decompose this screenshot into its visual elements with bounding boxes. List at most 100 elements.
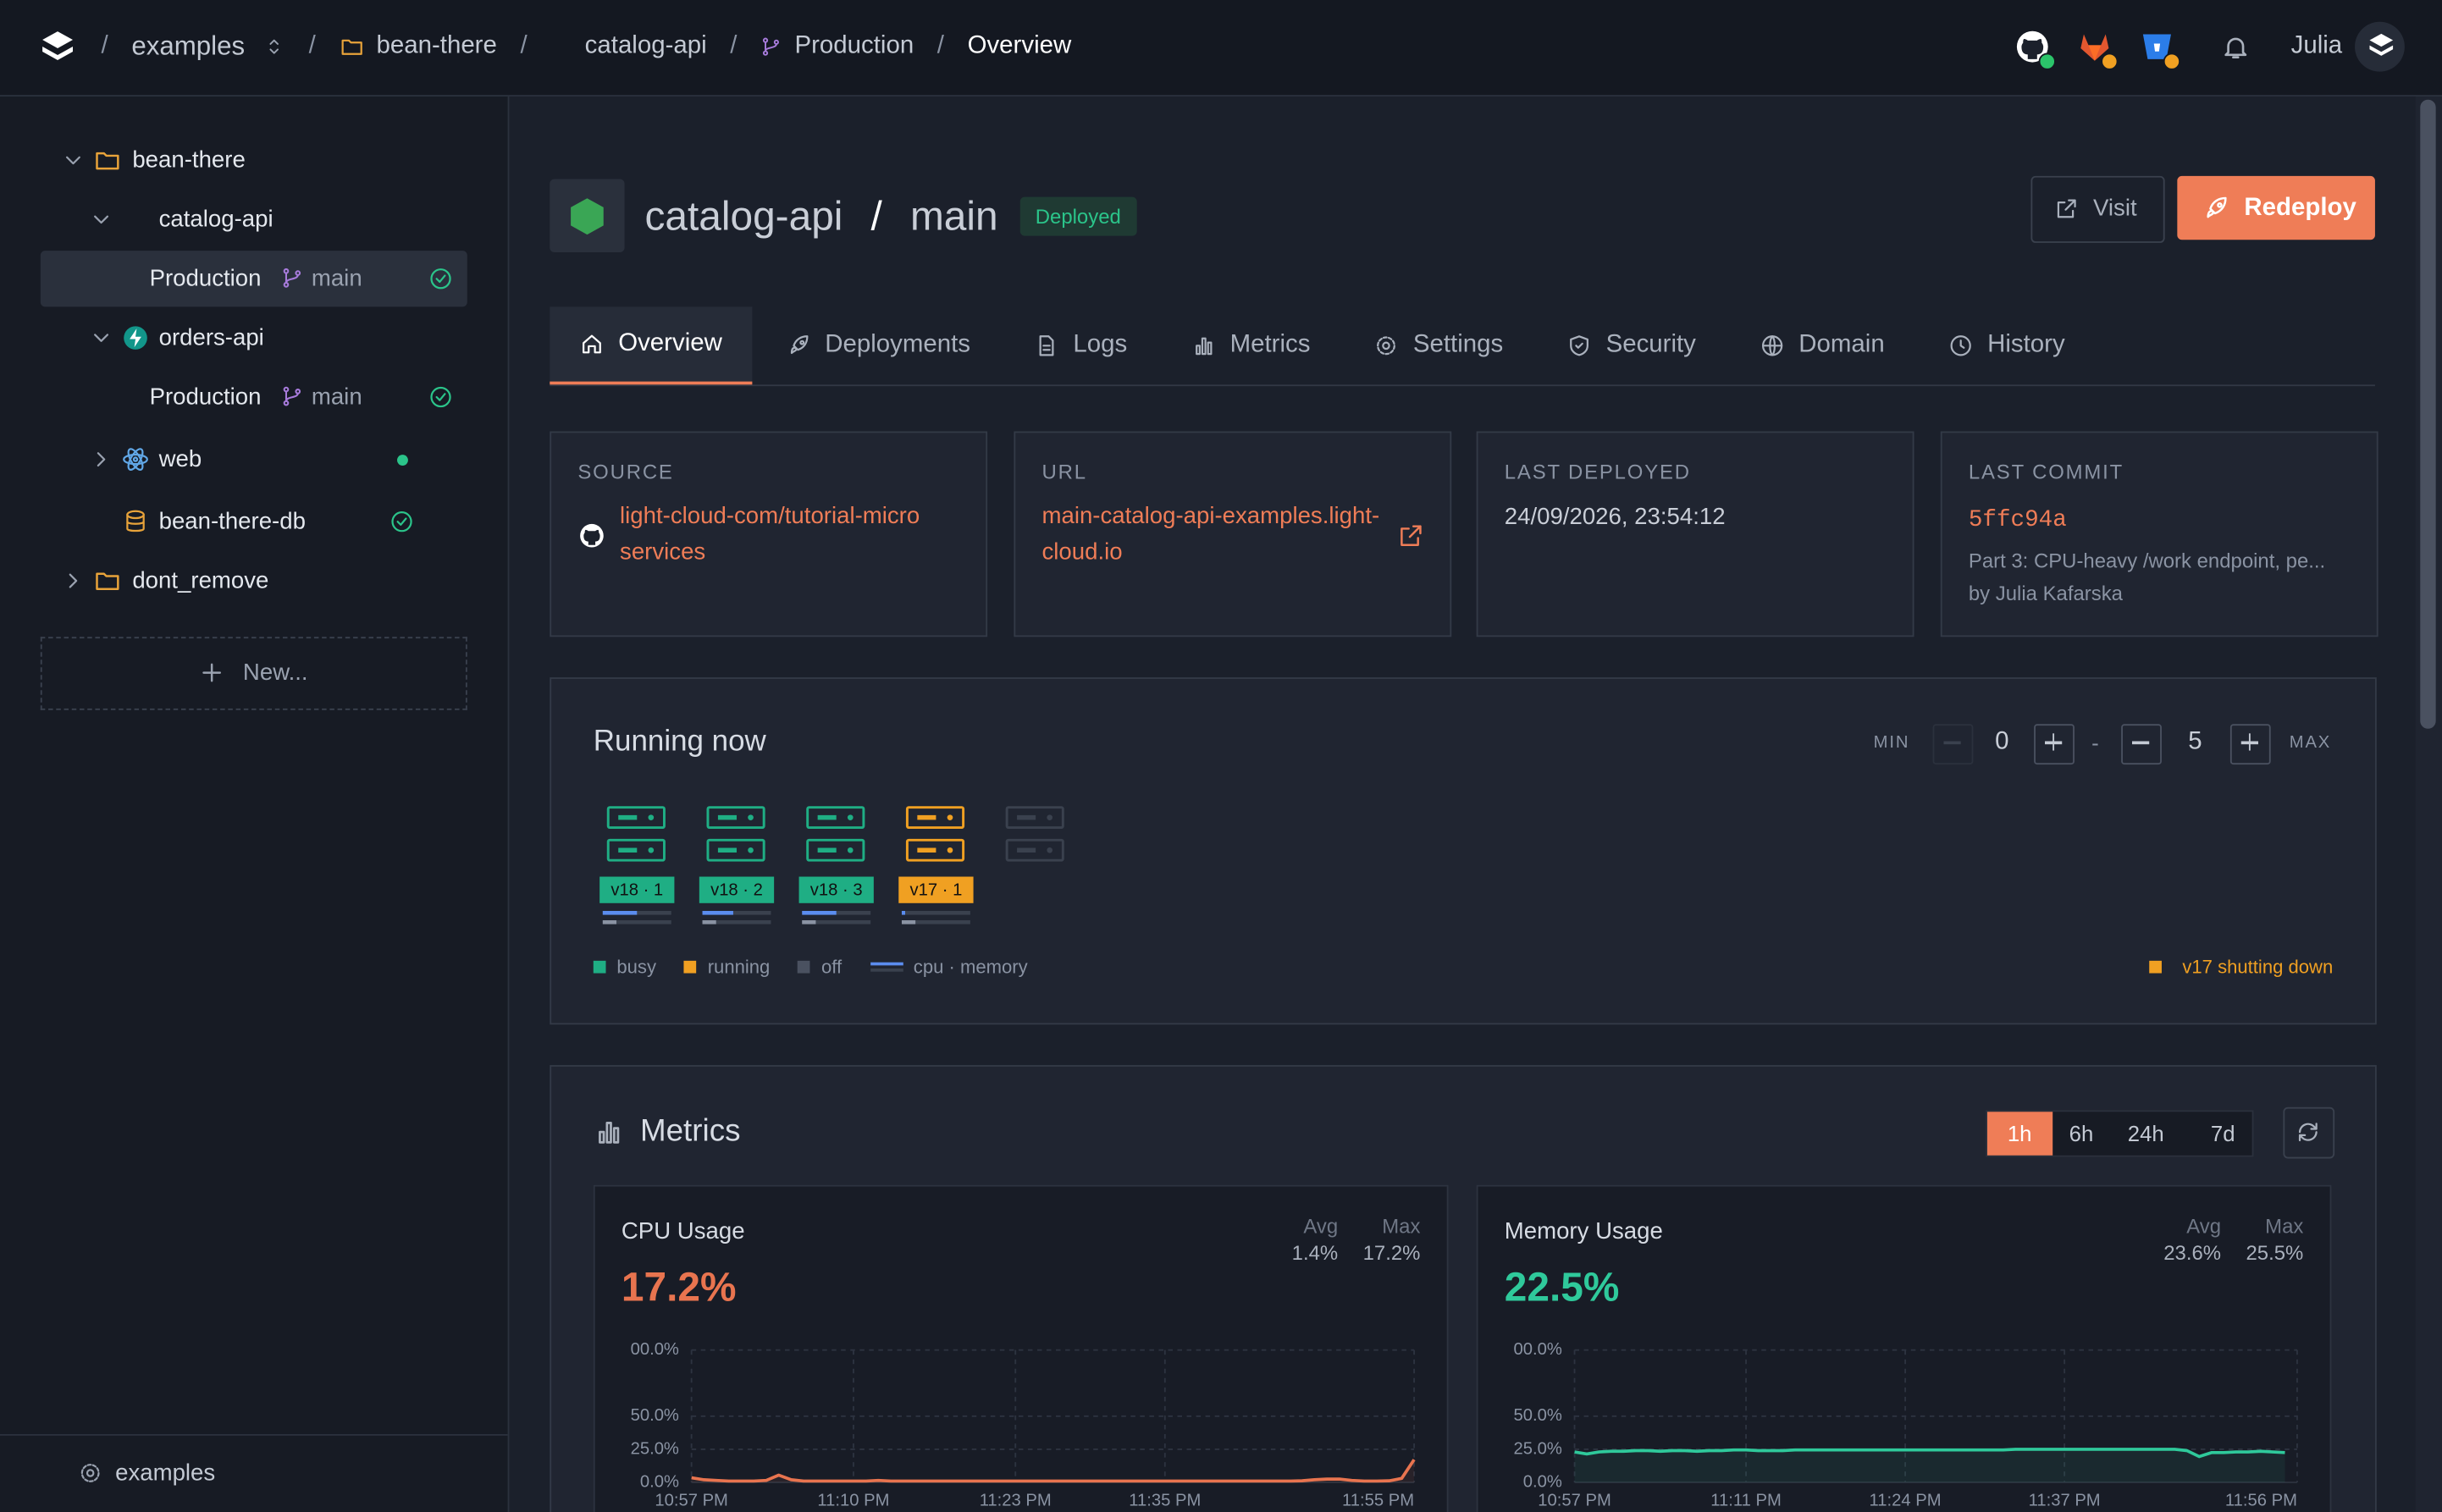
breadcrumb-separator: /	[936, 32, 944, 59]
chart-stats: Avg 1.4% Max 17.2%	[1292, 1215, 1421, 1265]
stepper-bar	[2052, 733, 2055, 751]
redeploy-icon-part	[2217, 202, 2223, 208]
service-icon	[124, 326, 147, 350]
scrollbar-thumb[interactable]	[2420, 99, 2436, 729]
branch-icon-part	[765, 41, 778, 52]
tab[interactable]: Logs	[1000, 306, 1157, 384]
stat-column: Avg 23.6%	[2163, 1215, 2221, 1265]
sidebar-footer[interactable]: examples	[115, 1460, 216, 1487]
x-tick-label: 11:11 PM	[1710, 1491, 1782, 1509]
github-icon	[580, 523, 604, 548]
breadcrumb-environment[interactable]: Production	[794, 32, 914, 59]
visit-icon-part	[2057, 199, 2076, 218]
tab[interactable]: Metrics	[1157, 306, 1340, 384]
new-button-label: New...	[242, 659, 308, 687]
range-option[interactable]: 6h	[2069, 1121, 2094, 1146]
deploy-status: Deployed	[1019, 196, 1137, 236]
app-logo-part	[42, 47, 73, 60]
tree-chevron	[97, 452, 106, 467]
chart-card: Memory Usage 22.5% Avg 23.6% Max 25.5% 00.0% 50…	[1476, 1184, 2332, 1512]
legend-swatch	[593, 960, 606, 974]
tab-label: Overview	[618, 329, 722, 357]
tab-label: Security	[1605, 331, 1696, 359]
tree-chevron	[65, 156, 80, 165]
tab-icon-part	[1377, 336, 1396, 356]
new-button[interactable]	[40, 637, 467, 710]
max-label: MAX	[2289, 733, 2332, 753]
gitlab-integration-part	[2088, 45, 2102, 61]
x-tick-label: 11:23 PM	[980, 1491, 1052, 1509]
service-status	[397, 455, 408, 466]
visit-button[interactable]	[2030, 175, 2165, 243]
folder-icon	[96, 572, 119, 590]
tab[interactable]: Security	[1533, 306, 1726, 384]
card-link[interactable]: light-cloud-com/tutorial-microservices	[620, 503, 920, 566]
environment-name[interactable]: Production	[149, 265, 262, 292]
environment-name[interactable]: Production	[149, 384, 262, 411]
environment-status	[430, 268, 451, 290]
commit-hash[interactable]: 5ffc94a	[1968, 506, 2067, 533]
tab-icon-part	[1382, 341, 1391, 350]
tabs: Overview Deployments Logs Metrics Settings Se…	[550, 306, 2095, 385]
tab-icon-part	[790, 335, 808, 355]
service-icon-part	[126, 513, 145, 533]
tab[interactable]: Domain	[1726, 306, 1914, 384]
breadcrumb-service[interactable]: catalog-api	[584, 32, 707, 59]
tree-chevron-part	[69, 573, 78, 588]
range-selector: 1h 6h 24h 7d	[1986, 1110, 2254, 1157]
chart-card: CPU Usage 17.2% Avg 1.4% Max 17.2% 00.0% 50.0% 2…	[593, 1184, 1449, 1512]
x-tick-label: 11:35 PM	[1129, 1491, 1201, 1509]
visit-icon	[2057, 199, 2076, 218]
user-avatar[interactable]	[2355, 21, 2405, 72]
stepper-button[interactable]	[2121, 724, 2162, 765]
stat-value: 17.2%	[1362, 1240, 1421, 1265]
stepper-button[interactable]	[2034, 724, 2075, 765]
redeploy-label: Redeploy	[2244, 194, 2356, 222]
folder-icon-part	[96, 152, 119, 170]
project-name[interactable]: bean-there	[132, 146, 246, 174]
info-card	[1476, 431, 1914, 637]
branch-icon	[283, 386, 301, 406]
stat-value: 25.5%	[2246, 1240, 2304, 1265]
stepper-button[interactable]	[2229, 724, 2271, 765]
project-name[interactable]: dont_remove	[132, 567, 269, 594]
service-logo-part	[571, 198, 604, 235]
branch-title: main	[909, 192, 998, 240]
service-name[interactable]: web	[158, 445, 202, 473]
tab[interactable]: History	[1914, 306, 2095, 384]
tab-icon-part	[1959, 339, 1965, 349]
tab[interactable]: Deployments	[752, 306, 1000, 384]
range-option[interactable]: 24h	[2127, 1121, 2164, 1146]
service-name[interactable]: orders-api	[158, 324, 264, 351]
x-tick-label: 11:55 PM	[1342, 1491, 1414, 1509]
tab[interactable]: Overview	[550, 306, 752, 385]
tab-icon-part	[1039, 335, 1054, 356]
refresh-button[interactable]	[2283, 1106, 2335, 1159]
tab[interactable]: Settings	[1340, 306, 1533, 384]
y-tick-label: 50.0%	[631, 1406, 679, 1425]
tab-icon-part	[1570, 335, 1589, 356]
settings-icon-part	[80, 1464, 100, 1482]
breadcrumb-separator: /	[308, 32, 316, 59]
tab-icon-part	[1195, 337, 1213, 356]
sidebar-footer-divider	[0, 1433, 508, 1436]
line-chart: 00.0% 50.0% 25.0% 0.0%10:57 PM 11:11 PM 11:24…	[1513, 1340, 2298, 1509]
github-icon-part	[583, 529, 600, 545]
tree-chevron	[69, 573, 78, 588]
card-link[interactable]: main-catalog-api-examples.light-cloud.io	[1041, 503, 1380, 566]
card-value: 24/09/2026, 23:54:12	[1504, 504, 1726, 531]
settings-icon-part	[86, 1469, 95, 1477]
card-label: LAST DEPLOYED	[1504, 460, 1691, 484]
service-name[interactable]: bean-there-db	[158, 508, 306, 535]
environment-status-part	[435, 274, 446, 284]
tree-chevron-part	[97, 452, 106, 467]
environment-status-part	[435, 393, 446, 401]
breadcrumb-project[interactable]: bean-there	[376, 32, 497, 59]
service-name[interactable]: catalog-api	[158, 206, 273, 233]
shutdown-note: v17 shutting down	[2182, 956, 2334, 979]
line-chart: 00.0% 50.0% 25.0% 0.0%10:57 PM 11:10 PM 11:23…	[631, 1340, 1416, 1509]
breadcrumb-workspace[interactable]: examples	[131, 30, 246, 61]
range-option[interactable]: 7d	[2210, 1121, 2235, 1146]
breadcrumb-separator: /	[520, 32, 528, 59]
range-option[interactable]: 1h	[1986, 1112, 2052, 1156]
